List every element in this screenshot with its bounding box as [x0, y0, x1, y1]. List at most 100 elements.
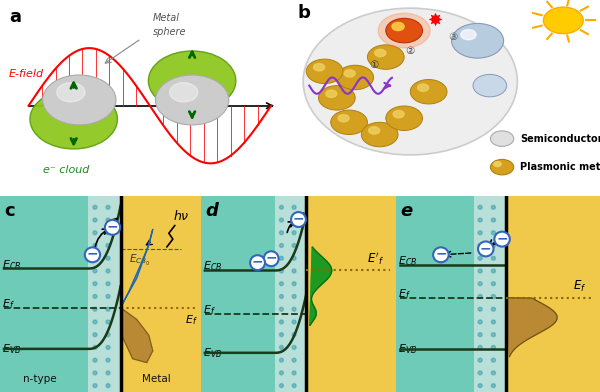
Circle shape	[280, 358, 283, 362]
Circle shape	[491, 345, 496, 349]
Circle shape	[106, 243, 110, 247]
Circle shape	[491, 307, 496, 311]
Circle shape	[93, 205, 97, 209]
Text: Metal: Metal	[142, 374, 171, 384]
Circle shape	[106, 307, 110, 311]
Text: ①: ①	[369, 60, 378, 70]
Text: e: e	[400, 202, 412, 220]
Circle shape	[326, 90, 337, 98]
Circle shape	[491, 269, 496, 273]
Circle shape	[319, 85, 355, 110]
FancyBboxPatch shape	[0, 196, 121, 392]
Circle shape	[280, 282, 283, 286]
Circle shape	[473, 74, 506, 97]
Circle shape	[478, 345, 482, 349]
Text: −: −	[252, 255, 263, 269]
Circle shape	[292, 269, 296, 273]
Text: ✸: ✸	[427, 11, 442, 29]
Circle shape	[93, 307, 97, 311]
Text: e⁻ cloud: e⁻ cloud	[43, 165, 89, 175]
FancyBboxPatch shape	[396, 196, 506, 392]
FancyBboxPatch shape	[473, 196, 506, 392]
Circle shape	[461, 29, 476, 40]
Circle shape	[494, 232, 510, 247]
Circle shape	[93, 371, 97, 375]
Text: $E_{CB}$: $E_{CB}$	[2, 258, 22, 272]
Circle shape	[280, 345, 283, 349]
Circle shape	[418, 84, 428, 91]
Text: $E_{CB_0}$: $E_{CB_0}$	[128, 253, 150, 268]
Circle shape	[490, 131, 514, 146]
Circle shape	[106, 320, 110, 324]
Circle shape	[292, 345, 296, 349]
Circle shape	[478, 294, 482, 298]
Circle shape	[106, 205, 110, 209]
Circle shape	[478, 256, 482, 260]
Circle shape	[106, 231, 110, 235]
Circle shape	[478, 231, 482, 235]
Text: ③: ③	[448, 32, 458, 42]
Circle shape	[331, 110, 367, 134]
Circle shape	[478, 218, 482, 222]
Text: −: −	[480, 241, 491, 255]
Circle shape	[491, 256, 496, 260]
Circle shape	[494, 162, 501, 167]
Circle shape	[292, 307, 296, 311]
Circle shape	[410, 80, 447, 104]
Polygon shape	[121, 229, 153, 308]
Polygon shape	[506, 288, 557, 357]
Circle shape	[478, 243, 482, 247]
Text: −: −	[293, 212, 304, 225]
Circle shape	[30, 89, 118, 149]
Circle shape	[292, 205, 296, 209]
Text: $h\nu$: $h\nu$	[173, 209, 189, 223]
Circle shape	[264, 251, 278, 266]
Circle shape	[85, 247, 100, 262]
Circle shape	[106, 333, 110, 337]
Circle shape	[478, 320, 482, 324]
Circle shape	[292, 256, 296, 260]
Circle shape	[106, 282, 110, 286]
Circle shape	[106, 256, 110, 260]
Text: Metal: Metal	[152, 13, 179, 23]
Circle shape	[280, 256, 283, 260]
Circle shape	[491, 231, 496, 235]
Circle shape	[292, 320, 296, 324]
Circle shape	[478, 269, 482, 273]
Text: $E'_f$: $E'_f$	[367, 250, 384, 267]
Circle shape	[291, 212, 306, 227]
Circle shape	[93, 384, 97, 388]
Circle shape	[490, 160, 514, 175]
Text: −: −	[107, 220, 118, 233]
Circle shape	[106, 371, 110, 375]
Circle shape	[43, 75, 116, 125]
Text: $E_{VB}$: $E_{VB}$	[2, 342, 21, 356]
Circle shape	[306, 59, 343, 83]
Text: $E_f$: $E_f$	[574, 279, 587, 294]
Circle shape	[491, 243, 496, 247]
Text: −: −	[265, 251, 277, 265]
Circle shape	[478, 205, 482, 209]
Circle shape	[93, 320, 97, 324]
Circle shape	[292, 384, 296, 388]
Text: E-field: E-field	[9, 69, 44, 79]
Text: −: −	[435, 247, 446, 261]
Circle shape	[491, 282, 496, 286]
FancyBboxPatch shape	[88, 196, 121, 392]
Circle shape	[338, 114, 349, 122]
Circle shape	[478, 371, 482, 375]
Circle shape	[491, 371, 496, 375]
Circle shape	[452, 24, 503, 58]
Circle shape	[344, 70, 355, 77]
Text: ②: ②	[406, 46, 415, 56]
Circle shape	[478, 307, 482, 311]
Circle shape	[280, 269, 283, 273]
Circle shape	[93, 256, 97, 260]
Circle shape	[280, 218, 283, 222]
Circle shape	[491, 384, 496, 388]
Text: $E_{VB}$: $E_{VB}$	[203, 346, 222, 360]
Circle shape	[393, 111, 404, 118]
Circle shape	[105, 220, 120, 235]
Text: $E_{CB}$: $E_{CB}$	[203, 260, 222, 274]
Circle shape	[280, 371, 283, 375]
